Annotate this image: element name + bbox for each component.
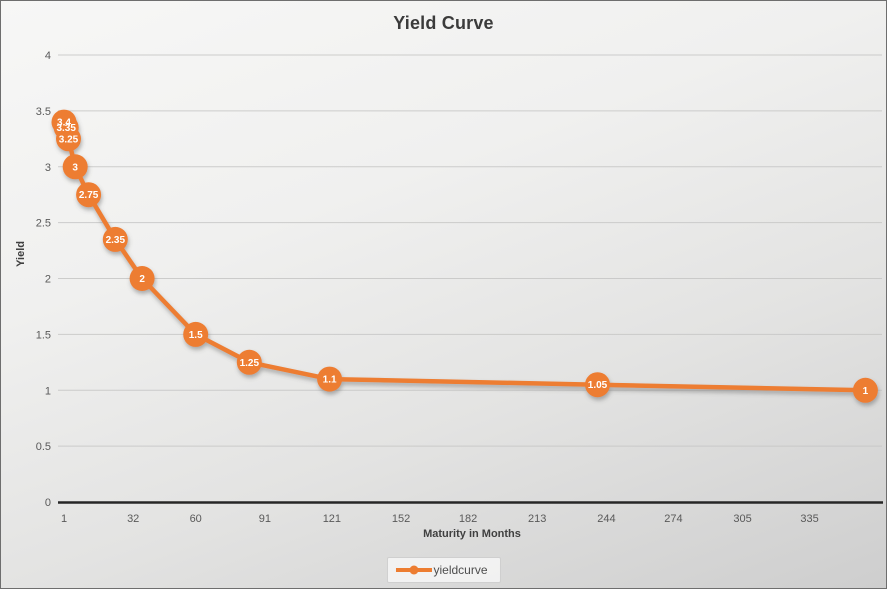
data-point-label: 2: [139, 274, 145, 285]
data-point-marker: [129, 266, 155, 291]
y-tick-label: 3.5: [36, 106, 51, 118]
x-tick-label: 32: [127, 513, 139, 525]
y-tick-label: 1: [45, 385, 51, 397]
series-line-marker-icon: [395, 565, 432, 575]
data-point-marker: [236, 349, 262, 375]
chart-title: Yield Curve: [393, 13, 494, 33]
data-point-marker: [317, 366, 343, 392]
x-tick-label: 182: [459, 513, 477, 525]
y-tick-label: 2.5: [36, 218, 51, 230]
y-tick-label: 3: [45, 162, 51, 174]
legend-label: yieldcurve: [433, 563, 488, 577]
series-line: [61, 121, 866, 393]
data-point-marker: [76, 182, 102, 208]
y-tick-label: 0.5: [36, 441, 51, 453]
data-point-label: 1: [863, 386, 869, 397]
x-tick-label: 305: [733, 513, 751, 525]
y-tick-label: 0: [45, 497, 51, 509]
x-tick-label: 60: [190, 513, 202, 525]
data-point-label: 2.35: [106, 235, 126, 246]
data-point-label: 2.75: [79, 190, 99, 201]
x-axis-title: Maturity in Months: [423, 528, 521, 540]
y-tick-label: 2: [45, 274, 51, 286]
data-point-marker: [183, 321, 209, 347]
x-tick-label: 121: [323, 513, 341, 525]
y-axis-title: Yield: [15, 241, 27, 267]
data-point-label: 1.05: [588, 380, 608, 391]
data-point-label: 3: [72, 162, 78, 173]
data-point-marker: [62, 154, 88, 180]
data-point-marker: [56, 126, 81, 152]
data-point-label: 1.25: [240, 358, 260, 369]
x-tick-label: 91: [259, 513, 271, 525]
data-point-label: 3.25: [59, 134, 79, 145]
x-tick-label: 274: [664, 513, 682, 525]
x-tick-label: 335: [800, 513, 818, 525]
y-tick-label: 1.5: [36, 329, 51, 341]
x-tick-label: 244: [597, 513, 615, 525]
data-point-label: 1.1: [323, 375, 337, 386]
x-tick-label: 152: [392, 513, 410, 525]
data-point-marker: [852, 377, 878, 403]
x-tick-label: 213: [528, 513, 546, 525]
data-point-label: 3.4: [57, 118, 71, 129]
data-point-label: 1.5: [189, 330, 203, 341]
series-group: [51, 109, 878, 403]
data-point-marker: [585, 372, 610, 398]
legend[interactable]: yieldcurve: [386, 557, 501, 583]
data-point-label: 3.35: [56, 123, 76, 134]
series-dot-icon: [408, 565, 418, 575]
x-tick-label: 1: [61, 513, 67, 525]
data-point-marker: [102, 226, 128, 252]
y-tick-label: 4: [45, 50, 51, 62]
